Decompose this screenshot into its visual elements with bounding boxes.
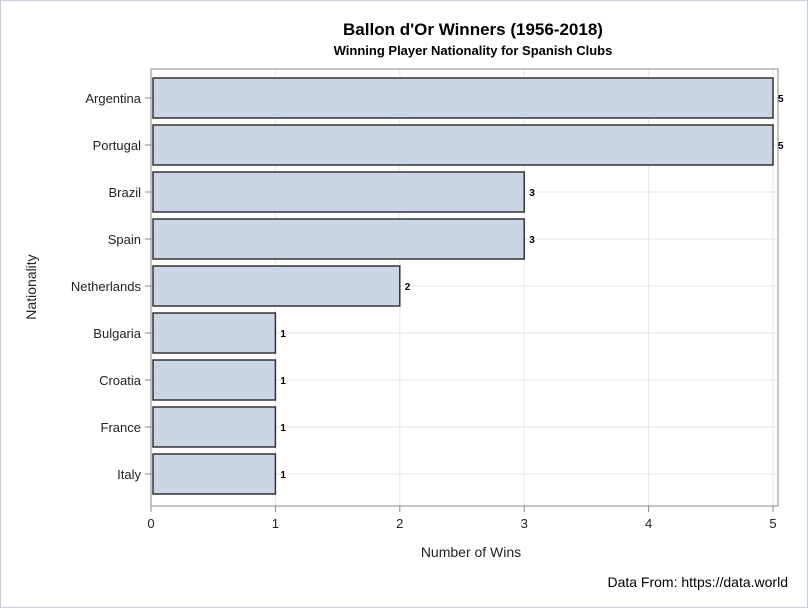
y-tick-label: Italy xyxy=(117,467,141,482)
x-tick-label: 5 xyxy=(769,516,776,531)
y-tick-label: Bulgaria xyxy=(93,326,141,341)
bar-portugal xyxy=(152,124,774,166)
data-label: 3 xyxy=(529,188,535,199)
chart-subtitle: Winning Player Nationality for Spanish C… xyxy=(334,43,613,58)
y-tick-label: Spain xyxy=(108,232,141,247)
y-tick-label: Portugal xyxy=(93,138,142,153)
data-label: 1 xyxy=(280,470,286,481)
x-tick-label: 2 xyxy=(396,516,403,531)
data-label: 1 xyxy=(280,423,286,434)
bar-argentina xyxy=(152,77,774,119)
x-tick-label: 4 xyxy=(645,516,652,531)
axis-ticks: 0 1 2 3 4 5 Argentina Portugal Brazil Spain Nether… xyxy=(71,91,777,531)
bar-bulgaria xyxy=(152,312,277,354)
bars: 5 5 3 3 2 1 1 1 1 xyxy=(152,77,784,495)
x-tick-label: 1 xyxy=(272,516,279,531)
data-label: 5 xyxy=(778,141,784,152)
x-axis-label: Number of Wins xyxy=(421,544,521,560)
y-tick-label: France xyxy=(101,420,141,435)
data-label: 2 xyxy=(405,282,411,293)
x-tick-label: 3 xyxy=(521,516,528,531)
y-tick-label: Brazil xyxy=(108,185,141,200)
data-label: 5 xyxy=(778,94,784,105)
bar-netherlands xyxy=(152,265,401,307)
bar-spain xyxy=(152,218,525,260)
y-tick-label: Netherlands xyxy=(71,279,142,294)
plot-area-border xyxy=(150,68,779,507)
bar-croatia xyxy=(152,359,277,401)
data-label: 1 xyxy=(280,376,286,387)
chart-title: Ballon d'Or Winners (1956-2018) xyxy=(343,20,603,39)
bar-italy xyxy=(152,453,277,495)
y-tick-label: Argentina xyxy=(85,91,141,106)
data-source-footnote: Data From: https://data.world xyxy=(607,574,788,590)
data-label: 1 xyxy=(280,329,286,340)
bar-brazil xyxy=(152,171,525,213)
y-tick-label: Croatia xyxy=(99,373,142,388)
bar-france xyxy=(152,406,277,448)
x-tick-label: 0 xyxy=(147,516,154,531)
y-axis-label: Nationality xyxy=(23,254,39,319)
data-label: 3 xyxy=(529,235,535,246)
